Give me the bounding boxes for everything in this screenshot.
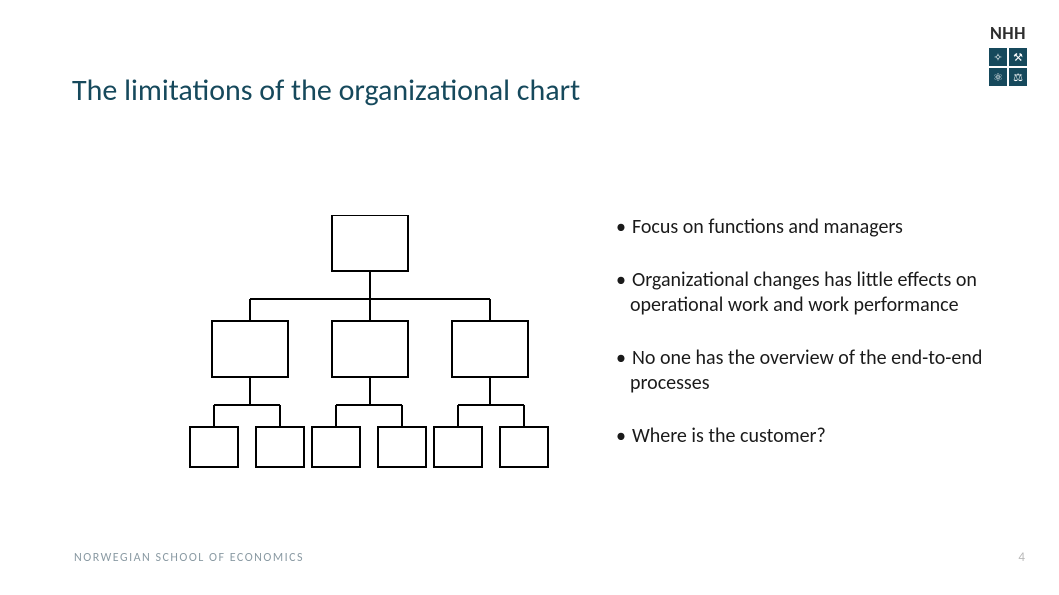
slide: The limitations of the organizational ch… [0, 0, 1059, 595]
bullet-item: Focus on functions and managers [610, 215, 1020, 240]
bullet-item: Where is the customer? [610, 424, 1020, 449]
org-node-c2b [378, 427, 426, 467]
org-node-c1a [190, 427, 238, 467]
org-node-c3b [500, 427, 548, 467]
org-node-c3a [434, 427, 482, 467]
logo-cell-3: ⚖ [1009, 68, 1027, 86]
org-node-m1 [212, 321, 288, 377]
logo-cell-2: ⚛ [989, 68, 1007, 86]
org-node-m3 [452, 321, 528, 377]
org-chart [170, 215, 570, 475]
org-node-c2a [312, 427, 360, 467]
logo: NHH ✧ ⚒ ⚛ ⚖ [989, 22, 1027, 86]
logo-cell-0: ✧ [989, 48, 1007, 66]
org-node-c1b [256, 427, 304, 467]
footer-text: NORWEGIAN SCHOOL OF ECONOMICS [74, 551, 304, 565]
logo-text: NHH [989, 22, 1027, 44]
bullet-item: No one has the overview of the end-to-en… [610, 346, 1020, 396]
page-number: 4 [1018, 550, 1025, 565]
slide-title: The limitations of the organizational ch… [72, 72, 580, 109]
logo-cell-1: ⚒ [1009, 48, 1027, 66]
bullet-item: Organizational changes has little effect… [610, 268, 1020, 318]
logo-grid: ✧ ⚒ ⚛ ⚖ [989, 48, 1027, 86]
org-node-m2 [332, 321, 408, 377]
org-node-root [332, 215, 408, 271]
bullet-list: Focus on functions and managers Organiza… [610, 215, 1020, 477]
